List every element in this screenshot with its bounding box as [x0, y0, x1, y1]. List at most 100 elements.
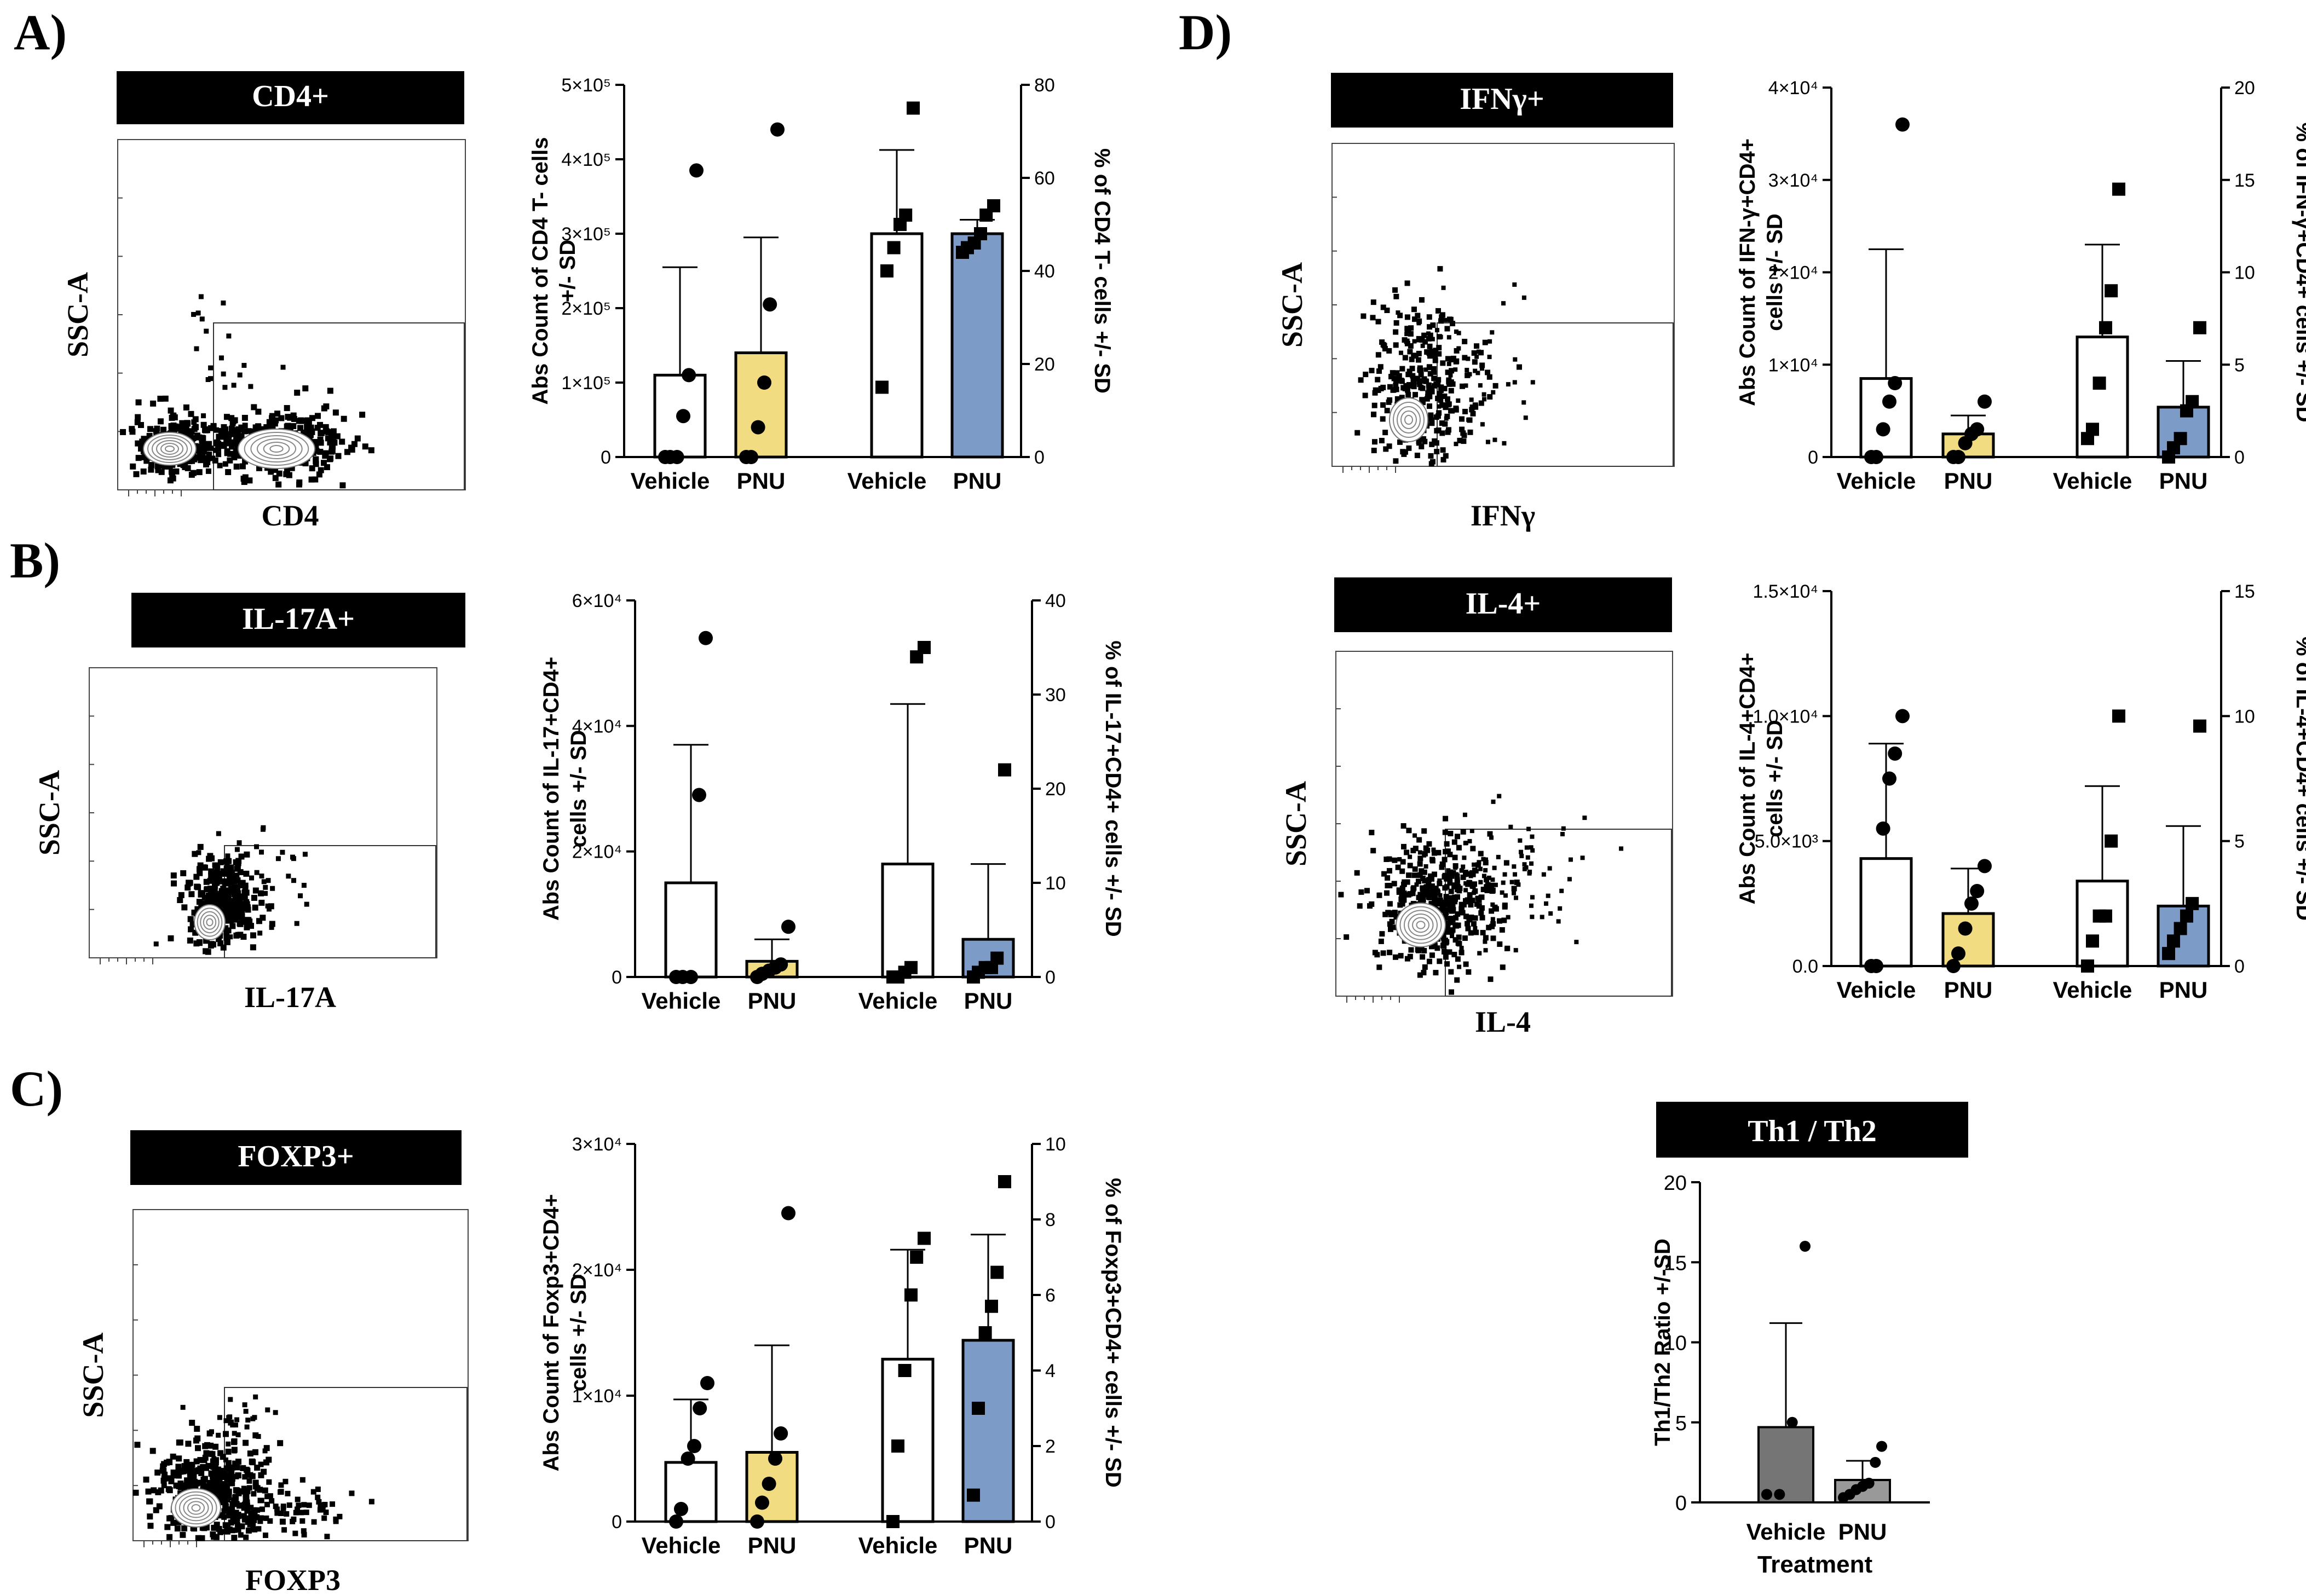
event-dot	[1379, 438, 1385, 444]
left-tick-label: 2×10⁴	[572, 842, 622, 863]
event-dot	[223, 436, 229, 442]
event-dot	[188, 429, 194, 435]
event-dot	[1436, 427, 1442, 433]
event-dot	[1442, 872, 1448, 878]
event-dot	[1489, 908, 1495, 914]
event-dot	[1474, 354, 1479, 359]
event-dot	[332, 409, 339, 416]
event-dot	[220, 434, 226, 440]
event-dot	[256, 918, 262, 924]
event-dot	[240, 1465, 246, 1471]
event-dot	[1454, 358, 1460, 364]
event-dot	[196, 866, 203, 872]
flow-x-axis-label: IFNγ	[1471, 499, 1535, 532]
event-dot	[240, 934, 247, 940]
event-dot	[228, 864, 234, 871]
left-tick-label: 3×10⁴	[1768, 170, 1818, 191]
event-dot	[222, 385, 228, 390]
event-dot	[222, 911, 228, 917]
event-dot	[155, 1489, 162, 1495]
event-dot	[1404, 332, 1409, 337]
event-dot	[1567, 877, 1572, 882]
event-dot	[196, 850, 201, 855]
left-tick-label: 0.0	[1792, 956, 1818, 977]
event-dot	[1402, 337, 1408, 343]
th-banner-label: Th1 / Th2	[1748, 1114, 1877, 1148]
event-dot	[208, 876, 215, 883]
data-point	[693, 1401, 707, 1415]
event-dot	[269, 413, 276, 419]
event-dot	[234, 1516, 240, 1522]
event-dot	[220, 944, 227, 951]
event-dot	[224, 450, 230, 456]
event-dot	[1449, 872, 1454, 877]
event-dot	[261, 825, 266, 830]
event-dot	[221, 1508, 227, 1514]
event-dot	[226, 1415, 232, 1420]
event-dot	[212, 447, 218, 453]
event-dot	[1393, 383, 1399, 389]
event-dot	[1445, 402, 1451, 408]
event-dot	[1458, 905, 1465, 911]
x-category-label: Vehicle	[2053, 468, 2132, 494]
event-dot	[181, 1525, 188, 1531]
event-dot	[1530, 848, 1535, 853]
event-dot	[299, 1477, 305, 1483]
event-dot	[211, 1534, 217, 1540]
x-axis-title: Treatment	[1757, 1551, 1873, 1578]
event-dot	[1370, 315, 1376, 321]
event-dot	[239, 913, 245, 920]
event-dot	[221, 1529, 227, 1535]
event-dot	[1444, 326, 1450, 332]
event-dot	[1429, 417, 1435, 423]
data-point	[750, 1514, 764, 1529]
event-dot	[1444, 396, 1450, 402]
right-tick-label: 20	[1034, 354, 1055, 375]
event-dot	[140, 468, 147, 475]
event-dot	[283, 1478, 289, 1484]
event-dot	[220, 1454, 226, 1460]
right-tick-label: 20	[2234, 78, 2255, 99]
event-dot	[1396, 887, 1402, 893]
event-dot	[301, 1532, 307, 1538]
event-dot	[1478, 866, 1483, 871]
event-dot	[187, 1482, 194, 1488]
event-dot	[1472, 862, 1477, 867]
event-dot	[161, 1483, 167, 1489]
event-dot	[1476, 349, 1481, 354]
event-dot	[318, 467, 324, 473]
event-dot	[1449, 895, 1455, 901]
event-dot	[1456, 884, 1461, 889]
event-dot	[1444, 841, 1450, 847]
event-dot	[298, 417, 304, 424]
data-point	[755, 1495, 769, 1510]
flow-population	[120, 294, 374, 489]
event-dot	[157, 418, 164, 425]
event-dot	[229, 912, 236, 919]
x-category-label: PNU	[1838, 1519, 1887, 1545]
event-dot	[233, 1494, 239, 1500]
event-dot	[229, 439, 235, 445]
event-dot	[1445, 369, 1451, 375]
event-dot	[155, 462, 162, 469]
event-dot	[256, 1526, 262, 1532]
event-dot	[176, 425, 182, 432]
event-dot	[251, 1507, 257, 1513]
event-dot	[1439, 420, 1445, 426]
event-dot	[183, 425, 189, 431]
event-dot	[275, 481, 282, 488]
event-dot	[1403, 383, 1409, 389]
event-dot	[1479, 362, 1485, 368]
event-dot	[1371, 402, 1377, 408]
event-dot	[1409, 356, 1415, 362]
event-dot	[1397, 439, 1403, 445]
right-tick-label: 0	[1034, 447, 1045, 468]
event-dot	[1487, 394, 1493, 400]
event-dot	[234, 847, 240, 852]
event-dot	[228, 934, 233, 940]
event-dot	[162, 1471, 168, 1478]
event-dot	[1480, 887, 1486, 893]
event-dot	[216, 831, 221, 836]
event-dot	[170, 413, 177, 419]
event-dot	[315, 413, 321, 419]
